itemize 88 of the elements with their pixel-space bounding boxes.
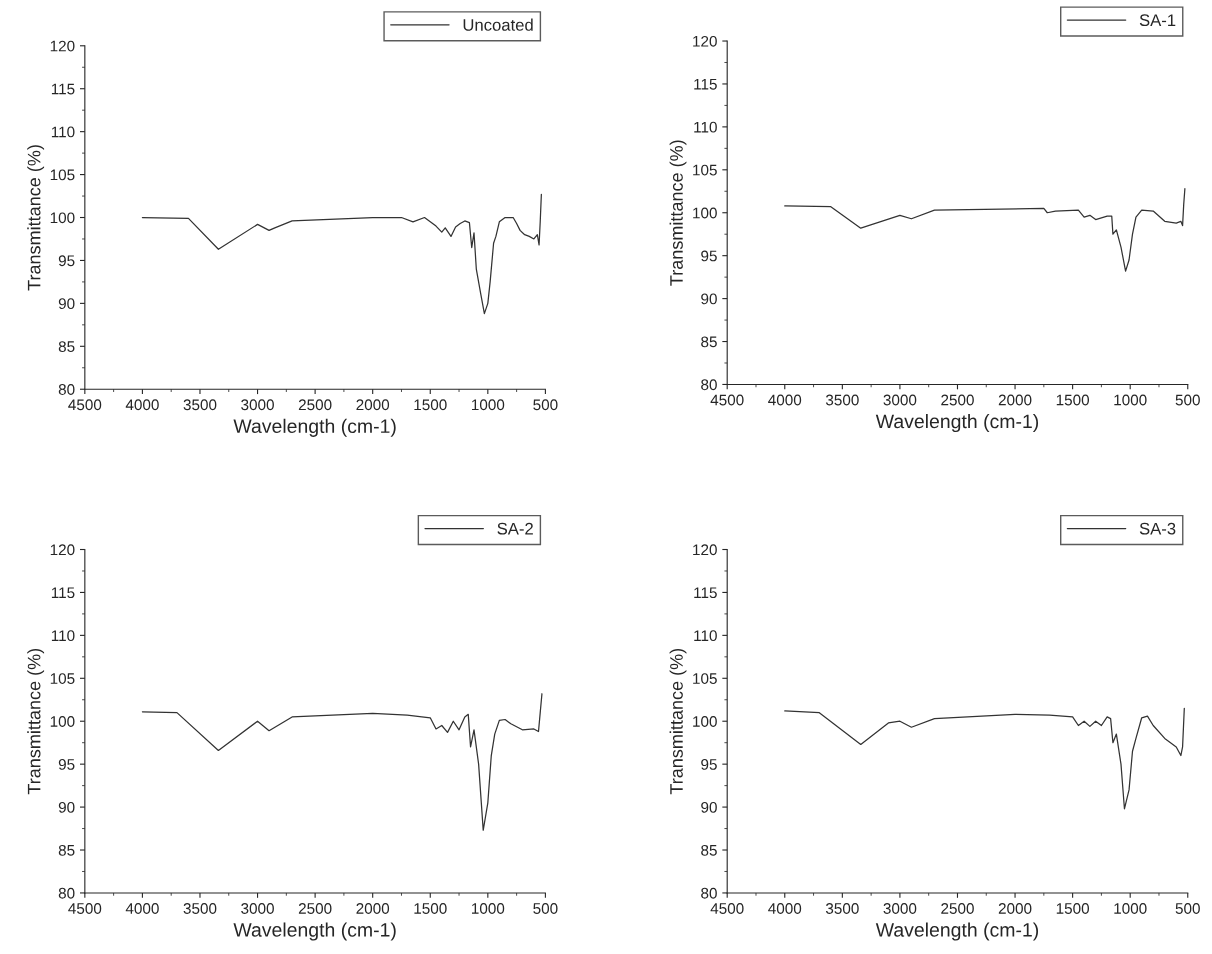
- legend-label: SA-3: [1139, 522, 1176, 535]
- y-tick-label: 95: [58, 255, 75, 267]
- x-tick-label: 2500: [298, 399, 332, 411]
- x-tick-label: 3000: [883, 394, 917, 406]
- x-tick-label: 3000: [241, 903, 274, 914]
- y-tick-label: 100: [50, 212, 75, 224]
- y-tick-label: 120: [50, 544, 75, 556]
- y-tick-label: 105: [50, 673, 75, 684]
- legend-label: SA-1: [1139, 14, 1176, 27]
- x-tick-label: 1500: [414, 903, 447, 914]
- x-tick-label: 4000: [125, 903, 159, 914]
- y-tick-label: 105: [693, 164, 717, 176]
- y-tick-label: 80: [701, 887, 717, 899]
- y-tick-label: 120: [50, 40, 75, 52]
- y-tick-label: 90: [701, 801, 717, 813]
- x-tick-label: 3000: [241, 399, 274, 411]
- y-tick-label: 95: [58, 759, 75, 770]
- x-axis-title: Wavelength (cm-1): [875, 413, 1039, 433]
- y-tick-label: 85: [58, 341, 75, 352]
- y-tick-label: 110: [51, 630, 75, 642]
- y-axis-title: Transmittance (%): [669, 648, 687, 795]
- y-tick-label: 120: [693, 35, 717, 47]
- y-tick-label: 115: [51, 587, 75, 599]
- y-tick-label: 120: [693, 544, 717, 556]
- y-tick-label: 80: [58, 887, 75, 899]
- y-tick-label: 100: [50, 716, 75, 727]
- x-tick-label: 1000: [1114, 394, 1147, 406]
- x-tick-label: 3500: [183, 903, 217, 914]
- y-tick-label: 100: [693, 716, 717, 727]
- x-tick-label: 500: [533, 903, 558, 914]
- x-tick-label: 3500: [825, 394, 859, 406]
- x-tick-label: 1500: [1056, 394, 1090, 406]
- x-tick-label: 1500: [414, 399, 447, 411]
- x-tick-label: 1000: [472, 903, 505, 914]
- x-tick-label: 4500: [710, 394, 744, 406]
- y-tick-label: 105: [50, 169, 75, 181]
- x-tick-label: 2500: [941, 394, 974, 406]
- y-axis-title: Transmittance (%): [27, 145, 45, 291]
- y-tick-label: 100: [693, 207, 717, 219]
- legend-label: SA-2: [497, 522, 533, 535]
- y-tick-label: 95: [701, 250, 717, 262]
- y-tick-label: 85: [701, 336, 717, 348]
- line-series: [784, 188, 1186, 272]
- y-tick-label: 105: [693, 673, 717, 684]
- x-tick-label: 2000: [998, 394, 1032, 406]
- y-tick-label: 90: [58, 298, 75, 310]
- x-tick-label: 4000: [125, 399, 159, 411]
- x-tick-label: 500: [1175, 394, 1200, 406]
- x-axis-title: Wavelength (cm-1): [233, 922, 396, 941]
- y-tick-label: 115: [694, 587, 717, 599]
- x-tick-label: 4500: [710, 903, 744, 914]
- x-tick-label: 500: [1175, 903, 1200, 914]
- x-axis-title: Wavelength (cm-1): [875, 922, 1039, 941]
- x-tick-label: 2500: [298, 903, 332, 914]
- x-axis-title: Wavelength (cm-1): [233, 418, 396, 437]
- x-tick-label: 2500: [941, 903, 974, 914]
- y-tick-label: 110: [51, 126, 75, 138]
- x-tick-label: 1500: [1056, 903, 1090, 914]
- y-tick-label: 115: [51, 83, 75, 95]
- y-axis-title: Transmittance (%): [27, 648, 45, 795]
- x-tick-label: 4000: [768, 394, 802, 406]
- line-series: [141, 693, 543, 831]
- x-tick-label: 3500: [825, 903, 859, 914]
- line-series: [784, 707, 1185, 810]
- y-tick-label: 110: [694, 121, 717, 133]
- x-tick-label: 4500: [68, 903, 102, 914]
- y-tick-label: 85: [58, 844, 75, 856]
- x-tick-label: 2000: [998, 903, 1032, 914]
- x-tick-label: 1000: [472, 399, 505, 411]
- x-tick-label: 4500: [68, 399, 102, 411]
- y-tick-label: 110: [694, 630, 717, 642]
- x-tick-label: 3500: [183, 399, 217, 411]
- y-tick-label: 80: [58, 384, 75, 395]
- x-tick-label: 500: [533, 399, 558, 411]
- y-tick-label: 90: [58, 801, 75, 813]
- y-tick-label: 115: [694, 78, 717, 90]
- y-tick-label: 90: [701, 293, 717, 305]
- x-tick-label: 2000: [356, 903, 390, 914]
- x-tick-label: 2000: [356, 399, 390, 411]
- x-tick-label: 4000: [768, 903, 802, 914]
- line-series: [141, 193, 542, 315]
- y-tick-label: 95: [701, 759, 717, 770]
- legend-label: Uncoated: [463, 18, 533, 31]
- y-tick-label: 85: [701, 844, 717, 856]
- x-tick-label: 1000: [1114, 903, 1147, 914]
- y-tick-label: 80: [701, 379, 717, 391]
- x-tick-label: 3000: [883, 903, 917, 914]
- y-axis-title: Transmittance (%): [669, 140, 687, 286]
